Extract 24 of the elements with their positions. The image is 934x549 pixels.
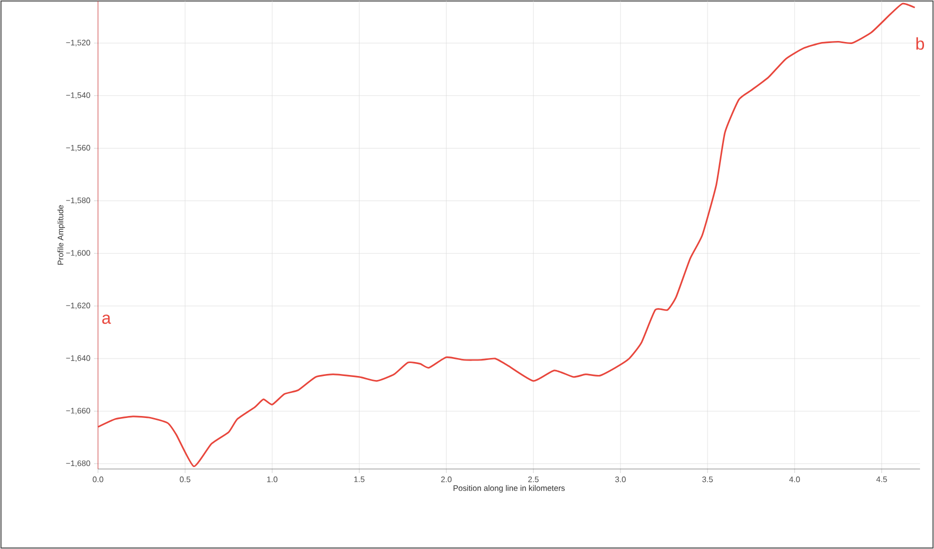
annotation: b bbox=[916, 37, 924, 50]
y-tick-label: −1,600 bbox=[66, 250, 90, 257]
x-tick-label: 4.0 bbox=[789, 476, 800, 482]
y-tick-label: −1,580 bbox=[66, 198, 90, 204]
x-axis-title: Position along line in kilometers bbox=[454, 485, 565, 493]
x-tick-label: 3.0 bbox=[615, 476, 626, 482]
y-tick-label: −1,540 bbox=[66, 92, 90, 99]
y-tick-label: −1,640 bbox=[66, 355, 90, 362]
y-axis-title: Profile Amplitude bbox=[57, 205, 65, 265]
y-tick-label: −1,520 bbox=[66, 40, 90, 46]
x-tick-label: 0.0 bbox=[92, 476, 104, 482]
line-series bbox=[97, 2, 916, 468]
x-tick-label: 1.5 bbox=[354, 476, 364, 482]
y-tick-label: −1,680 bbox=[66, 460, 90, 468]
y-tick-label: −1,560 bbox=[66, 144, 90, 152]
x-tick-label: 1.0 bbox=[267, 476, 278, 482]
x-tick-label: 2.5 bbox=[528, 476, 539, 482]
y-tick-label: −1,620 bbox=[66, 302, 90, 310]
x-tick-label: 3.5 bbox=[702, 476, 713, 482]
x-tick-label: 0.5 bbox=[180, 476, 190, 482]
y-tick-label: −1,660 bbox=[66, 408, 90, 414]
x-tick-label: 4.5 bbox=[876, 476, 887, 482]
x-tick-label: 2.0 bbox=[441, 476, 452, 482]
annotation: a bbox=[102, 314, 111, 324]
